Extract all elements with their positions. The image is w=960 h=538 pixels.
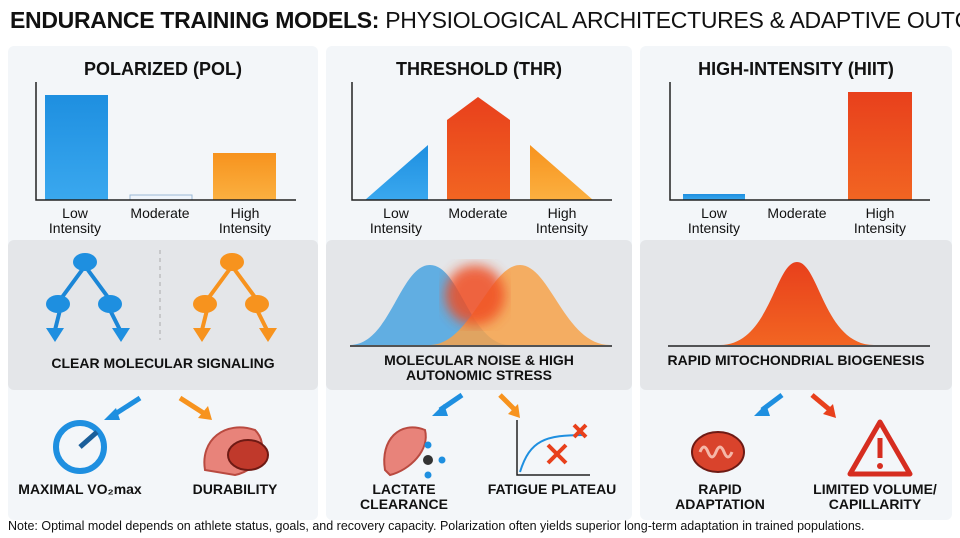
outcome-label: LACTATE CLEARANCE [360,481,448,512]
thr-chart [351,82,612,201]
title-rest: PHYSIOLOGICAL ARCHITECTURES & ADAPTIVE O… [385,7,960,33]
arrows [104,392,836,420]
panel-title: HIGH-INTENSITY (HIIT) [698,59,894,79]
title-bold: ENDURANCE TRAINING MODELS: [10,7,380,33]
icons [53,419,913,479]
outcome-label: RAPID ADAPTATION [675,481,765,512]
outcome-label: LIMITED VOLUME/ CAPILLARITY [813,481,937,512]
category-label: Low Intensity [48,205,102,236]
category-label: High Intensity [218,205,272,236]
category-label: Moderate [767,205,827,221]
category-label: High Intensity [853,205,907,236]
signal-label: RAPID MITOCHONDRIAL BIOGENESIS [667,352,925,368]
panel-title: POLARIZED (POL) [84,59,242,79]
thr-curves [350,265,612,347]
category-label: High Intensity [535,205,589,236]
panel-title: THRESHOLD (THR) [396,59,562,79]
signal-label: CLEAR MOLECULAR SIGNALING [51,355,275,371]
hiit-chart [669,82,930,201]
pol-network [46,250,277,342]
signal-label: MOLECULAR NOISE & HIGH AUTONOMIC STRESS [384,352,574,383]
hiit-curve [668,262,930,347]
category-label: Low Intensity [369,205,423,236]
pol-chart [35,82,296,201]
note: Note: Optimal model depends on athlete s… [8,519,865,533]
category-label: Low Intensity [687,205,741,236]
outcome-label: FATIGUE PLATEAU [487,481,617,497]
title: ENDURANCE TRAINING MODELS: PHYSIOLOGICAL… [10,8,960,32]
category-label: Moderate [130,205,190,221]
outcome-label: MAXIMAL VO₂max [18,481,142,497]
outcome-label: DURABILITY [192,481,278,497]
category-label: Moderate [448,205,508,221]
